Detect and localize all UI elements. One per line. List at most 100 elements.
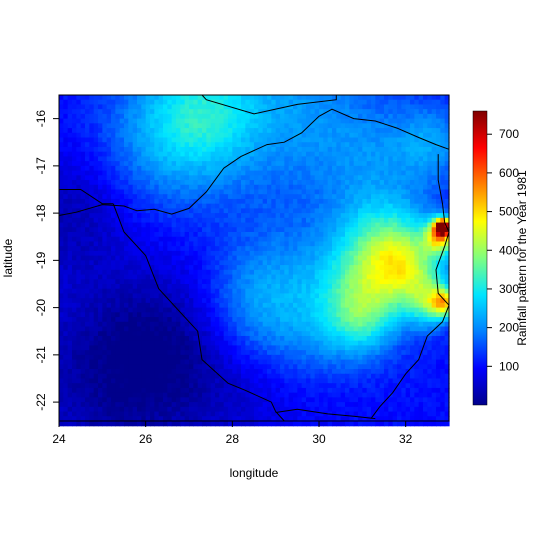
heatmap-cell (59, 104, 64, 110)
heatmap-cell (375, 279, 381, 285)
heatmap-cell (176, 265, 181, 271)
heatmap-cell (119, 335, 125, 342)
heatmap-cell (332, 345, 337, 351)
heatmap-cell (232, 184, 238, 191)
heatmap-cell (128, 232, 134, 238)
heatmap-cell (267, 307, 272, 313)
heatmap-cell (362, 326, 368, 332)
heatmap-cell (215, 175, 220, 181)
heatmap-cell (440, 180, 446, 186)
heatmap-cell (280, 274, 285, 280)
heatmap-cell (384, 265, 389, 271)
heatmap-cell (145, 293, 151, 299)
heatmap-cell (98, 350, 103, 356)
heatmap-cell (215, 213, 220, 219)
heatmap-cell (362, 265, 368, 271)
heatmap-cell (379, 170, 385, 176)
heatmap-cell (210, 189, 216, 195)
heatmap-cell (206, 109, 212, 115)
heatmap-cell (280, 99, 285, 106)
heatmap-cell (301, 203, 307, 209)
heatmap-cell (102, 217, 108, 224)
heatmap-cell (362, 302, 368, 309)
heatmap-cell (163, 326, 168, 332)
heatmap-cell (371, 293, 376, 299)
heatmap-cell (371, 151, 376, 158)
heatmap-cell (219, 331, 225, 337)
heatmap-cell (176, 146, 181, 153)
heatmap-cell (163, 236, 168, 243)
heatmap-cell (132, 146, 138, 153)
heatmap-cell (306, 317, 311, 323)
heatmap-cell (232, 156, 238, 162)
heatmap-cell (245, 340, 251, 346)
heatmap-cell (327, 99, 333, 106)
heatmap-cell (332, 189, 337, 195)
heatmap-cell (184, 335, 190, 342)
heatmap-cell (115, 307, 121, 313)
heatmap-cell (418, 298, 424, 304)
heatmap-cell (59, 165, 64, 172)
heatmap-cell (336, 227, 342, 233)
heatmap-cell (132, 95, 138, 101)
heatmap-cell (262, 269, 268, 276)
heatmap-cell (444, 298, 450, 304)
heatmap-cell (275, 194, 281, 200)
heatmap-cell (124, 307, 129, 313)
heatmap-cell (440, 95, 446, 101)
heatmap-cell (366, 198, 372, 205)
heatmap-cell (89, 288, 95, 295)
heatmap-cell (102, 293, 108, 299)
heatmap-cell (128, 302, 134, 309)
heatmap-cell (379, 189, 385, 195)
heatmap-cell (319, 250, 324, 257)
heatmap-cell (206, 217, 212, 224)
heatmap-cell (418, 132, 424, 139)
heatmap-cell (288, 307, 294, 313)
heatmap-cell (254, 128, 259, 134)
heatmap-cell (418, 326, 424, 332)
heatmap-cell (89, 317, 95, 323)
heatmap-cell (258, 302, 264, 309)
heatmap-cell (76, 217, 82, 224)
heatmap-cell (102, 255, 108, 261)
heatmap-cell (254, 331, 259, 337)
heatmap-cell (267, 250, 272, 257)
heatmap-cell (137, 274, 142, 280)
heatmap-cell (223, 260, 229, 266)
heatmap-cell (431, 113, 437, 120)
heatmap-cell (388, 331, 394, 337)
heatmap-cell (106, 146, 112, 153)
heatmap-cell (392, 189, 398, 195)
heatmap-cell (154, 227, 160, 233)
heatmap-cell (284, 331, 290, 337)
heatmap-cell (375, 250, 381, 257)
heatmap-cell (405, 123, 411, 129)
heatmap-cell (431, 203, 437, 209)
heatmap-cell (366, 317, 372, 323)
heatmap-cell (423, 151, 428, 158)
heatmap-cell (180, 340, 186, 346)
heatmap-cell (371, 279, 376, 285)
heatmap-cell (119, 137, 125, 143)
heatmap-cell (80, 350, 86, 356)
heatmap-cell (405, 99, 411, 106)
heatmap-cell (414, 345, 420, 351)
heatmap-cell (141, 170, 147, 176)
heatmap-cell (98, 279, 103, 285)
heatmap-cell (124, 109, 129, 115)
heatmap-cell (63, 269, 69, 276)
heatmap-cell (310, 95, 316, 101)
heatmap-cell (236, 288, 242, 295)
heatmap-cell (189, 345, 194, 351)
heatmap-cell (332, 104, 337, 110)
heatmap-cell (392, 340, 398, 346)
heatmap-cell (410, 326, 415, 332)
heatmap-cell (371, 175, 376, 181)
heatmap-cell (189, 137, 194, 143)
heatmap-cell (332, 203, 337, 209)
heatmap-cell (397, 307, 402, 313)
heatmap-cell (241, 118, 246, 124)
heatmap-cell (124, 265, 129, 271)
heatmap-cell (254, 298, 259, 304)
